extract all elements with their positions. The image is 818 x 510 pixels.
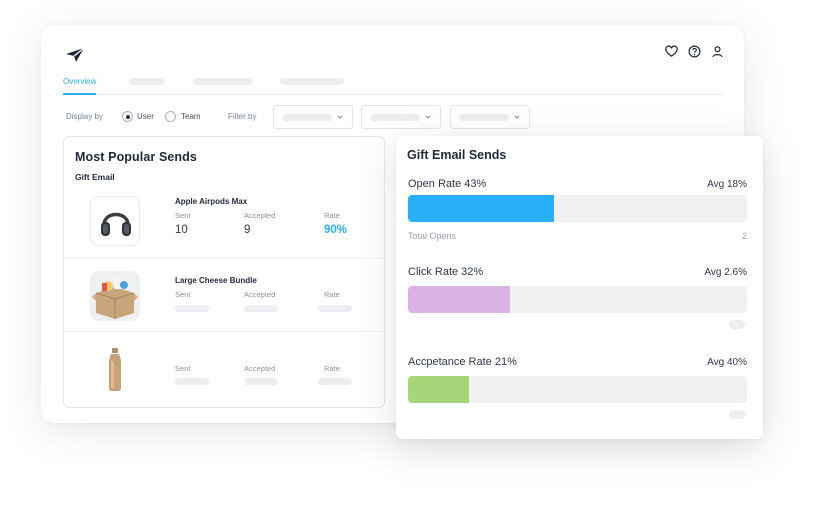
filter-select-2[interactable]	[361, 105, 441, 129]
acceptance-rate-sub-placeholder	[729, 410, 745, 419]
sent-label: Sent	[175, 211, 191, 220]
acceptance-rate-bar-fill	[408, 376, 470, 403]
card-subtitle: Gift Email	[75, 172, 115, 182]
rate-value-placeholder	[318, 305, 352, 312]
accepted-value-placeholder	[244, 378, 278, 385]
accepted-label: Accepted	[244, 364, 276, 373]
radio-user-label[interactable]: User	[137, 112, 154, 121]
rate-label: Rate	[324, 211, 340, 220]
acceptance-rate-title: Accpetance Rate 21%	[408, 356, 517, 368]
select-value-placeholder	[459, 114, 509, 121]
list-item[interactable]: Large Cheese Bundle Sent Accepted Rate	[64, 259, 384, 332]
rate-label: Rate	[324, 290, 340, 299]
gift-email-sends-card: Gift Email Sends Open Rate 43% Avg 18% T…	[396, 136, 763, 439]
product-image	[90, 344, 140, 394]
chevron-down-icon	[425, 115, 431, 119]
product-image	[90, 196, 140, 246]
chevron-down-icon	[337, 115, 343, 119]
sent-value: 10	[175, 224, 188, 236]
filter-row: Display by User Team Filter by	[66, 105, 726, 129]
click-rate-sub-placeholder	[729, 320, 745, 329]
open-rate-bar-fill	[408, 195, 554, 222]
open-rate-bar	[408, 195, 747, 222]
gift-box-icon	[90, 271, 140, 321]
rate-label: Rate	[324, 364, 340, 373]
filter-select-3[interactable]	[450, 105, 530, 129]
tab-placeholder[interactable]	[129, 78, 165, 85]
total-opens-value: 2	[741, 231, 747, 241]
sent-label: Sent	[175, 290, 191, 299]
product-image	[90, 271, 140, 321]
sent-label: Sent	[175, 364, 191, 373]
filter-select-1[interactable]	[273, 105, 353, 129]
total-opens-label: Total Opens	[408, 231, 457, 241]
heart-icon[interactable]	[665, 45, 678, 58]
headphones-icon	[101, 212, 131, 236]
most-popular-sends-card: Most Popular Sends Gift Email Apple Airp…	[63, 136, 385, 408]
water-bottle-icon	[109, 348, 121, 391]
display-by-label: Display by	[66, 112, 103, 121]
click-rate-title: Click Rate 32%	[408, 266, 484, 278]
product-name: Large Cheese Bundle	[175, 276, 257, 285]
card-title: Most Popular Sends	[75, 150, 197, 164]
tab-overview[interactable]: Overview	[63, 77, 97, 95]
accepted-value: 9	[244, 224, 251, 236]
radio-team-label[interactable]: Team	[181, 112, 201, 121]
header-actions	[665, 45, 724, 58]
acceptance-rate-bar	[408, 376, 747, 403]
rate-value: 90%	[324, 224, 348, 236]
open-rate-avg: Avg 18%	[707, 179, 747, 190]
tab-bar: Overview	[63, 75, 722, 95]
tab-placeholder[interactable]	[193, 78, 253, 85]
accepted-value-placeholder	[244, 305, 278, 312]
radio-user[interactable]	[122, 111, 133, 122]
click-rate-bar-fill	[408, 286, 510, 313]
click-rate-avg: Avg 2.6%	[704, 267, 747, 278]
sent-value-placeholder	[175, 378, 209, 385]
select-value-placeholder	[282, 114, 332, 121]
chevron-down-icon	[514, 115, 520, 119]
filter-by-label: Filter by	[228, 112, 257, 121]
product-name: Apple Airpods Max	[175, 197, 248, 206]
radio-team[interactable]	[165, 111, 176, 122]
list-item[interactable]: Apple Airpods Max Sent Accepted Rate 10 …	[64, 187, 384, 259]
rate-value-placeholder	[318, 378, 352, 385]
accepted-label: Accepted	[244, 211, 276, 220]
paper-plane-icon[interactable]	[65, 47, 85, 63]
acceptance-rate-avg: Avg 40%	[707, 357, 747, 368]
select-value-placeholder	[370, 114, 420, 121]
tab-placeholder[interactable]	[280, 78, 344, 85]
sent-value-placeholder	[175, 305, 209, 312]
accepted-label: Accepted	[244, 290, 276, 299]
help-circle-icon[interactable]	[688, 45, 701, 58]
user-icon[interactable]	[711, 45, 724, 58]
open-rate-title: Open Rate 43%	[408, 178, 487, 190]
card-title: Gift Email Sends	[407, 148, 507, 162]
list-item[interactable]: Sent Accepted Rate	[64, 332, 384, 407]
click-rate-bar	[408, 286, 747, 313]
